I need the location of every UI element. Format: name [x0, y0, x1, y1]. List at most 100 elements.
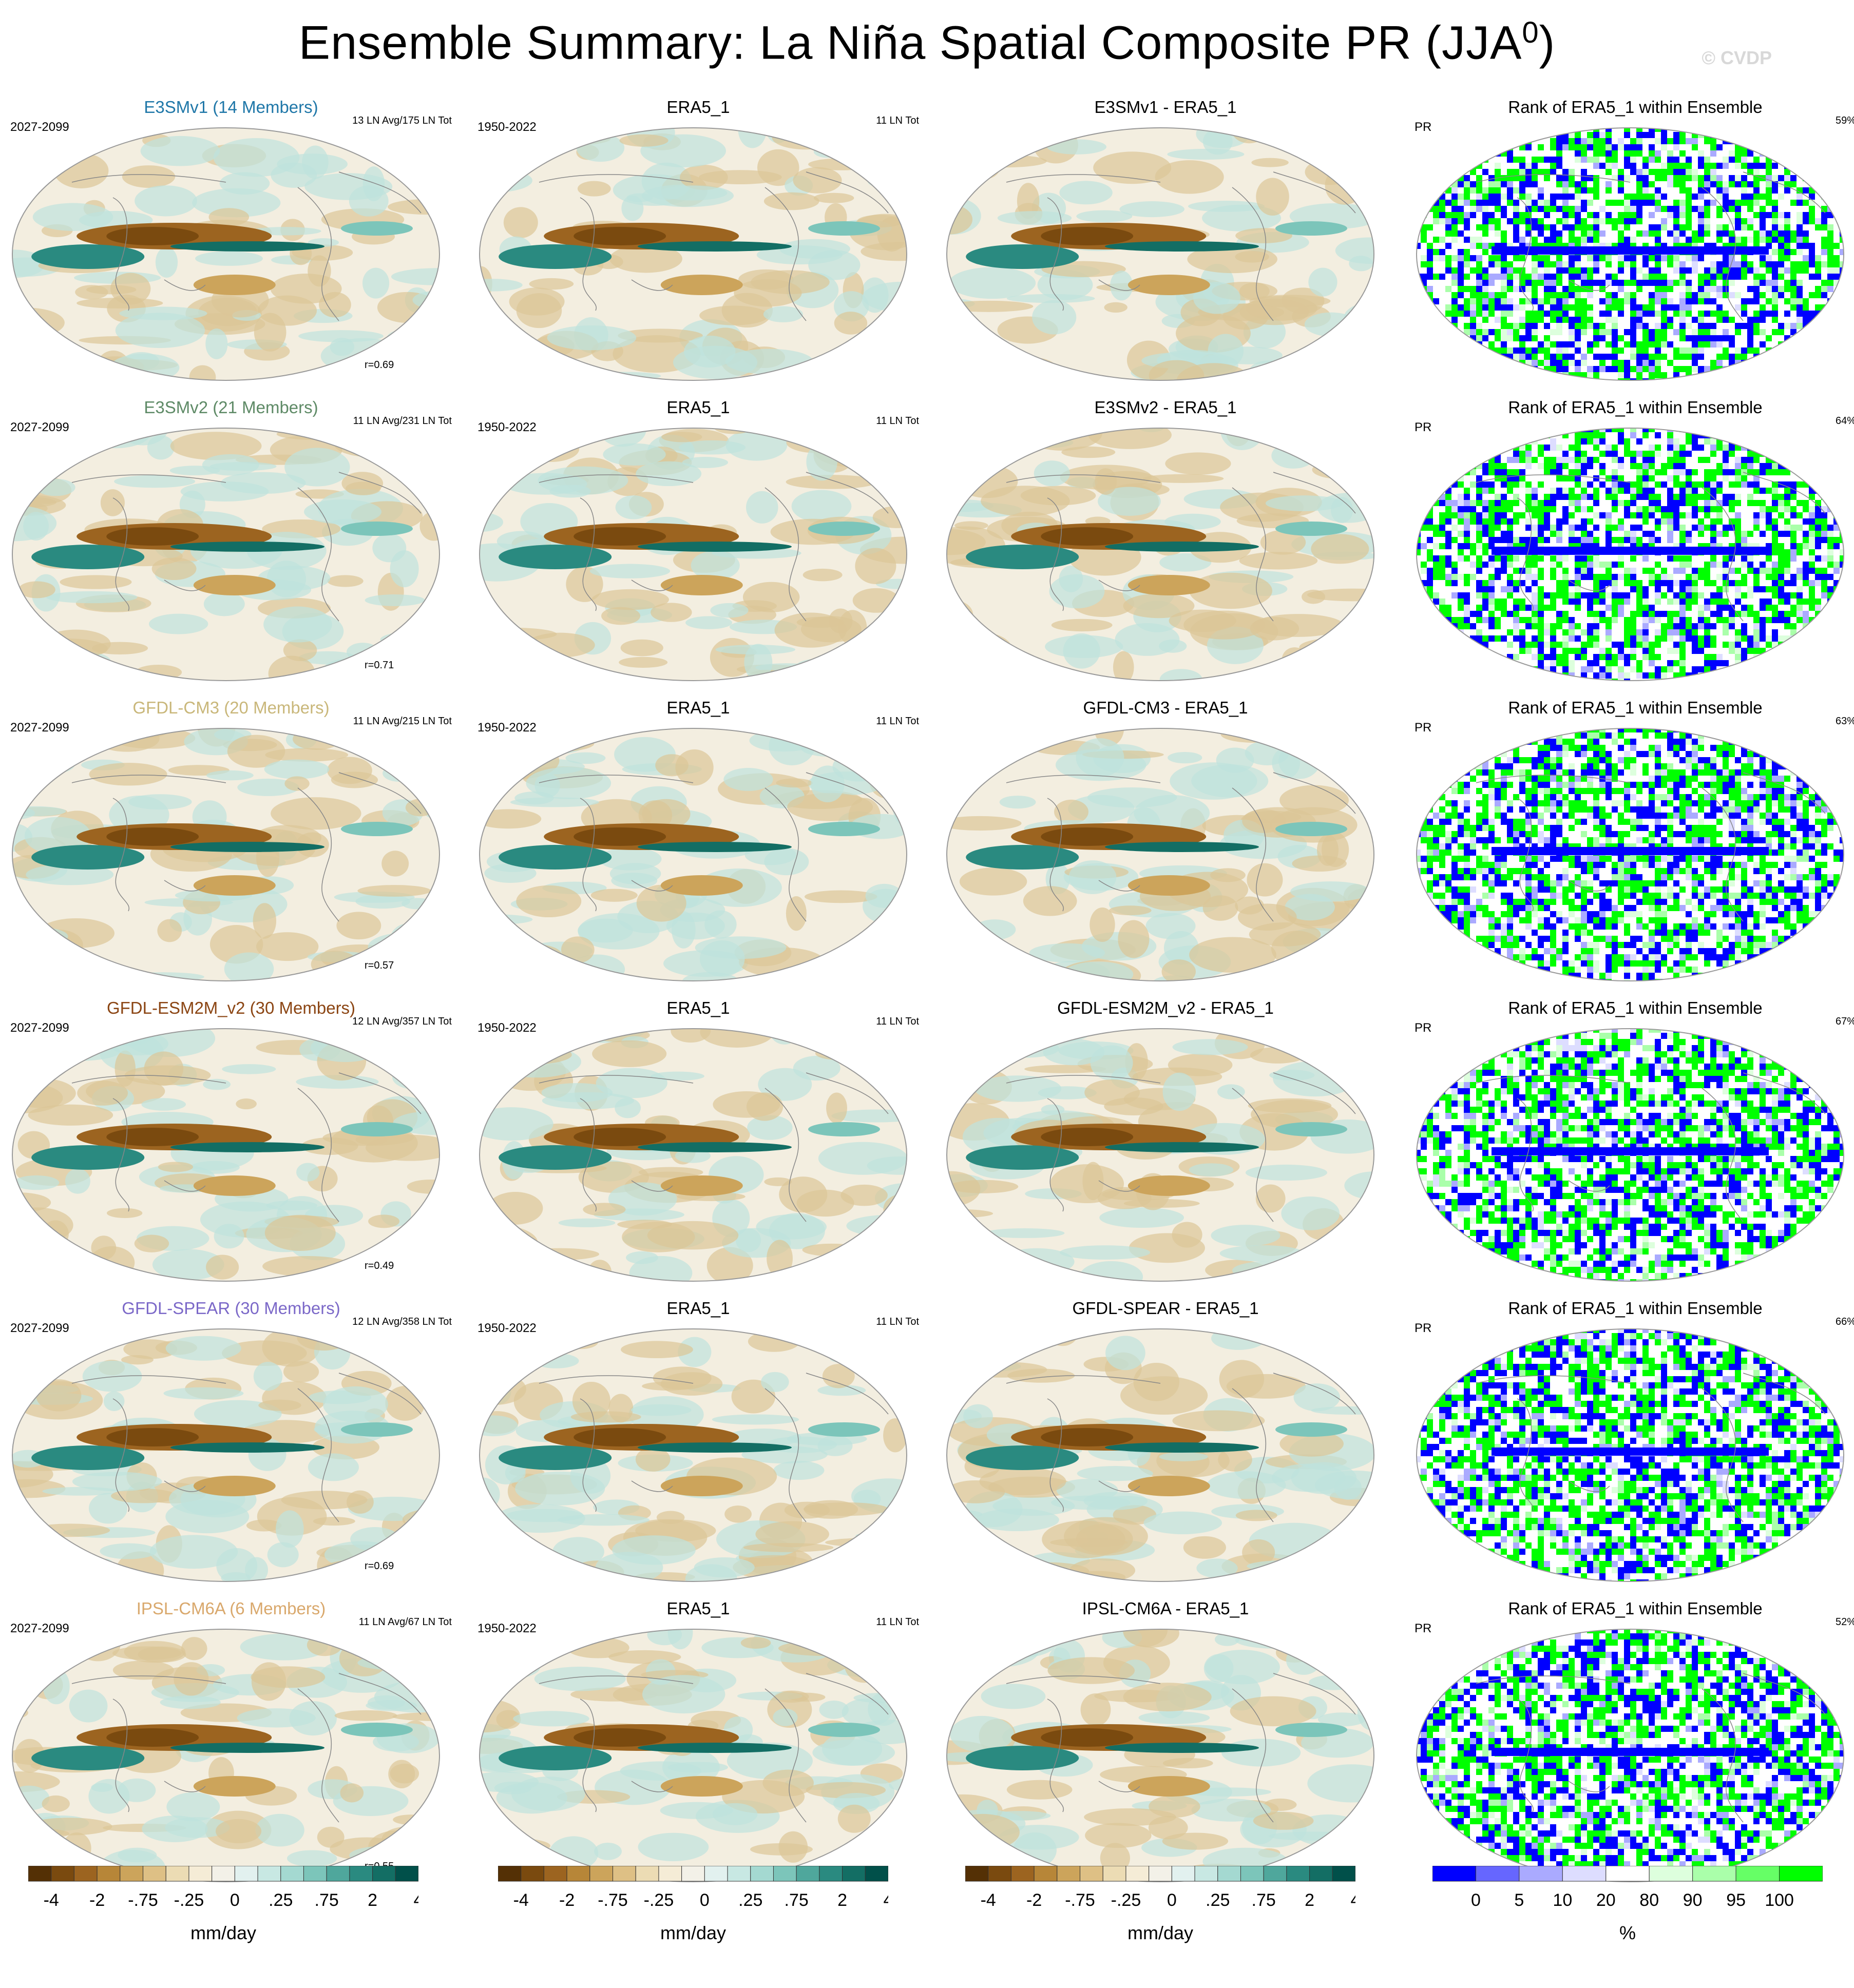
- colorbar-tick-label: .25: [738, 1890, 762, 1910]
- panel-period: 1950-2022: [477, 1622, 537, 1635]
- precip-map: [946, 1629, 1374, 1882]
- colorbar-swatch: [1034, 1866, 1058, 1882]
- colorbar-swatch: [658, 1866, 682, 1882]
- obs-panel: ERA5_1 1950-2022 11 LN Tot: [477, 1299, 919, 1601]
- colorbar-swatch: [1649, 1866, 1693, 1882]
- colorbar-swatch: [1102, 1866, 1126, 1882]
- colorbar-tick-label: 0: [1471, 1890, 1481, 1910]
- colorbar-swatch: [1057, 1866, 1081, 1882]
- colorbar-swatch: [1332, 1866, 1355, 1882]
- obs-panel: ERA5_1 1950-2022 11 LN Tot: [477, 998, 919, 1301]
- obs-panel: ERA5_1 1950-2022 11 LN Tot: [477, 98, 919, 400]
- colorbar-tick-label: .75: [1252, 1890, 1276, 1910]
- colorbar-tick-label: 100: [1765, 1890, 1794, 1910]
- panel-count: 52%: [1835, 1616, 1854, 1628]
- colorbar-tick-label: -2: [89, 1890, 105, 1910]
- diff-panel: E3SMv2 - ERA5_1: [945, 398, 1386, 701]
- colorbar-swatch: [865, 1866, 888, 1882]
- colorbar-swatch: [51, 1866, 74, 1882]
- model-panel: GFDL-ESM2M_v2 (30 Members) 2027-2099 12 LN…: [10, 998, 452, 1301]
- panel-period: 2027-2099: [10, 1321, 69, 1335]
- panel-title: GFDL-SPEAR (30 Members): [122, 1299, 340, 1318]
- colorbar-tick-label: 80: [1639, 1890, 1659, 1910]
- colorbar-swatch: [120, 1866, 144, 1882]
- panel-title: ERA5_1: [666, 998, 730, 1017]
- colorbar-swatch: [750, 1866, 774, 1882]
- precip-map: [479, 728, 907, 981]
- panel-title: GFDL-ESM2M_v2 (30 Members): [106, 998, 356, 1017]
- panel-period: PR: [1415, 721, 1432, 735]
- colorbar-swatch: [796, 1866, 820, 1882]
- colorbar-tick-label: 2: [837, 1890, 847, 1910]
- colorbar-tick-label: -.75: [598, 1890, 628, 1910]
- colorbar-swatch: [819, 1866, 843, 1882]
- colorbar-diff: -4 -2 -.75 -.25 0 .25 .75 2 4 mm/day: [965, 1866, 1355, 1953]
- colorbar-tick-label: -.75: [1065, 1890, 1095, 1910]
- panel-title: GFDL-ESM2M_v2 - ERA5_1: [1057, 998, 1274, 1017]
- precip-map: [479, 428, 907, 681]
- precip-map: [479, 1328, 907, 1582]
- colorbar-unit: %: [1619, 1922, 1636, 1943]
- colorbar-swatch: [1605, 1866, 1650, 1882]
- panel-title: ERA5_1: [666, 698, 730, 717]
- colorbar-swatch: [97, 1866, 121, 1882]
- colorbar-tick-label: -.25: [644, 1890, 674, 1910]
- figure-title: Ensemble Summary: La Niña Spatial Compos…: [0, 15, 1854, 70]
- colorbar-swatch: [349, 1866, 373, 1882]
- panel-count: 66%: [1835, 1316, 1854, 1327]
- panel-title: Rank of ERA5_1 within Ensemble: [1508, 398, 1763, 417]
- colorbar-swatches: -4 -2 -.75 -.25 0 .25 .75 2 4: [28, 1866, 418, 1910]
- precip-map: [479, 127, 907, 381]
- colorbar-tick-label: -2: [1026, 1890, 1042, 1910]
- panel-count: 11 LN Tot: [876, 716, 919, 727]
- colorbar-tick-label: 4: [414, 1890, 418, 1910]
- colorbar-swatch: [1149, 1866, 1172, 1882]
- colorbar-swatch: [234, 1866, 258, 1882]
- panel-count: 63%: [1835, 716, 1854, 727]
- rank-panel: Rank of ERA5_1 within Ensemble PR 66%: [1415, 1299, 1854, 1601]
- rank-map: [1416, 1028, 1844, 1282]
- colorbar-swatch: [1432, 1866, 1476, 1882]
- colorbar-swatches: -4 -2 -.75 -.25 0 .25 .75 2 4: [498, 1866, 888, 1910]
- diff-panel: IPSL-CM6A - ERA5_1: [945, 1599, 1386, 1902]
- panel-period: 2027-2099: [10, 420, 69, 434]
- panel-title: Rank of ERA5_1 within Ensemble: [1508, 998, 1763, 1017]
- pattern-correlation: r=0.69: [365, 1560, 394, 1572]
- diff-panel: GFDL-SPEAR - ERA5_1: [945, 1299, 1386, 1601]
- colorbar-tick-label: -.25: [1111, 1890, 1141, 1910]
- panel-count: 67%: [1835, 1016, 1854, 1027]
- colorbar-unit: mm/day: [1127, 1922, 1194, 1943]
- colorbar-swatch: [988, 1866, 1011, 1882]
- colorbar-swatch: [1735, 1866, 1780, 1882]
- panel-count: 13 LN Avg/175 LN Tot: [352, 115, 452, 126]
- colorbar-swatch: [165, 1866, 189, 1882]
- model-panel: GFDL-CM3 (20 Members) 2027-2099 11 LN Avg/…: [10, 698, 452, 1001]
- model-panel: IPSL-CM6A (6 Members) 2027-2099 11 LN Avg/…: [10, 1599, 452, 1902]
- colorbar-tick-label: 0: [1167, 1890, 1177, 1910]
- figure-title-main: Ensemble Summary: La Niña Spatial Compos…: [298, 16, 1522, 69]
- precip-map: [946, 728, 1374, 981]
- obs-panel: ERA5_1 1950-2022 11 LN Tot: [477, 1599, 919, 1902]
- colorbar-swatch: [842, 1866, 866, 1882]
- colorbar-swatch: [1692, 1866, 1736, 1882]
- colorbar-tick-label: -4: [981, 1890, 996, 1910]
- colorbar-unit: mm/day: [660, 1922, 727, 1943]
- panel-count: 11 LN Tot: [876, 115, 919, 126]
- rank-panel: Rank of ERA5_1 within Ensemble PR 64%: [1415, 398, 1854, 701]
- pattern-correlation: r=0.49: [365, 1260, 394, 1271]
- colorbar-swatch: [28, 1866, 52, 1882]
- colorbar-swatch: [589, 1866, 614, 1882]
- cvdp-watermark: © CVDP: [1702, 47, 1772, 68]
- colorbar-swatch: [73, 1866, 98, 1882]
- precip-map: [12, 1028, 440, 1282]
- colorbar-swatch: [635, 1866, 659, 1882]
- panel-period: PR: [1415, 120, 1432, 134]
- figure-title-superscript: 0: [1522, 16, 1539, 49]
- colorbar-unit: mm/day: [190, 1922, 257, 1943]
- colorbar-tick-label: -4: [44, 1890, 59, 1910]
- precip-map: [12, 1328, 440, 1582]
- colorbar-swatch: [257, 1866, 281, 1882]
- panel-period: 2027-2099: [10, 1021, 69, 1035]
- rank-map: [1416, 1629, 1844, 1882]
